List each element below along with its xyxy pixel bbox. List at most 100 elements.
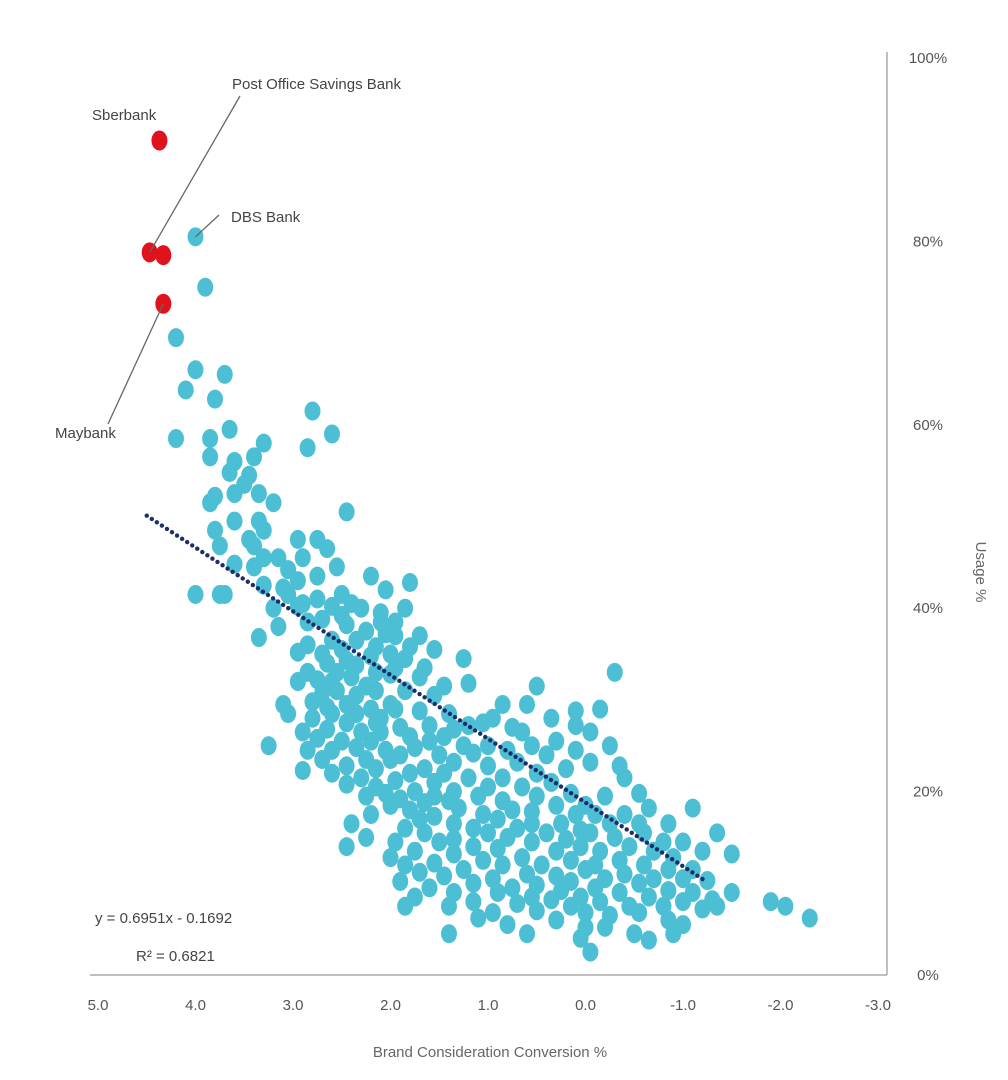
- trendline-dot: [584, 800, 589, 806]
- trendline-dot: [579, 797, 584, 802]
- trendline-dot: [260, 589, 266, 594]
- data-point: [611, 882, 628, 902]
- trendline-dot: [649, 843, 655, 849]
- data-point: [465, 892, 482, 912]
- data-point: [675, 892, 691, 912]
- data-point: [470, 908, 487, 928]
- trendline-dot: [629, 830, 634, 835]
- data-point: [480, 756, 496, 776]
- trendline-dot: [664, 853, 670, 859]
- data-point: [387, 771, 404, 791]
- data-point: [372, 612, 389, 632]
- trendline-dot: [417, 691, 422, 697]
- data-point: [553, 814, 570, 834]
- trendline-dot: [452, 714, 458, 720]
- trendline-dot: [397, 678, 402, 684]
- trendline-dot: [478, 731, 483, 736]
- data-point: [801, 908, 818, 928]
- highlight-point: [151, 130, 168, 151]
- data-point: [353, 598, 370, 618]
- data-point: [397, 818, 414, 838]
- trendline-dot: [680, 863, 685, 869]
- trendline-dot: [316, 625, 321, 631]
- data-point: [723, 882, 740, 902]
- data-point: [567, 701, 584, 721]
- data-point: [475, 805, 492, 825]
- data-point: [665, 924, 682, 944]
- trendline-dot: [311, 622, 316, 627]
- trendline-dot: [341, 642, 346, 647]
- trendline-dot: [296, 612, 301, 617]
- data-point: [684, 798, 701, 818]
- trendline-dot: [255, 586, 261, 591]
- axes: 5.0 4.0 3.0 2.0 1.0 0.0 -1.0 -2.0 -3.0 0% 20% 40% 60…: [88, 50, 948, 1014]
- trendline-dot: [503, 748, 508, 753]
- trendline-dot: [190, 543, 195, 548]
- data-point: [694, 841, 711, 861]
- trendline-dot: [493, 741, 498, 746]
- data-point: [324, 424, 340, 444]
- y-tick-label: 100%: [909, 50, 947, 67]
- trendline: [144, 513, 705, 882]
- data-point: [392, 871, 409, 891]
- data-point: [694, 899, 711, 919]
- trendline-dot: [245, 579, 250, 584]
- trendline-dot: [558, 784, 564, 789]
- data-point: [426, 806, 443, 826]
- trendline-dot: [614, 820, 619, 826]
- data-point: [631, 903, 648, 923]
- trendline-dot: [200, 549, 205, 555]
- x-tick-label: 3.0: [283, 997, 304, 1014]
- trendline-dot: [553, 781, 559, 786]
- trendline-dot: [644, 840, 650, 845]
- annotation-label: Post Office Savings Bank: [232, 76, 401, 93]
- data-point: [406, 738, 423, 758]
- data-point: [421, 716, 438, 736]
- data-point: [177, 380, 194, 400]
- trendline-dot: [205, 553, 210, 558]
- data-point: [709, 823, 726, 843]
- data-point: [168, 328, 184, 348]
- data-point: [426, 772, 443, 792]
- data-point: [660, 881, 677, 901]
- data-point: [480, 736, 496, 756]
- highlight-point: [155, 245, 172, 266]
- data-point: [519, 694, 535, 714]
- data-point: [616, 864, 633, 884]
- data-point: [324, 704, 340, 724]
- data-point: [280, 584, 297, 604]
- x-tick-label: 5.0: [88, 997, 109, 1014]
- data-point: [265, 493, 282, 513]
- data-point: [207, 389, 223, 409]
- data-point: [367, 759, 384, 779]
- data-point: [597, 786, 613, 806]
- data-point: [636, 855, 652, 875]
- data-point: [221, 462, 238, 482]
- data-point: [445, 829, 462, 849]
- data-point: [523, 814, 540, 834]
- data-point: [226, 554, 243, 574]
- trendline-dot: [346, 645, 352, 651]
- data-point: [299, 438, 316, 458]
- trendline-dot: [270, 596, 276, 601]
- trendline-dot: [634, 833, 640, 839]
- trendline-dot: [149, 516, 155, 522]
- trendline-dot: [624, 827, 629, 832]
- data-point: [465, 873, 482, 893]
- data-point: [528, 676, 545, 696]
- data-point: [397, 598, 414, 618]
- trendline-dot: [215, 559, 220, 565]
- trendline-dot: [442, 708, 448, 713]
- data-point: [260, 736, 277, 756]
- data-point: [246, 536, 262, 556]
- data-point: [397, 855, 414, 875]
- annotations: Sberbank Post Office Savings Bank DBS Bank…: [55, 76, 401, 442]
- trendline-dot: [467, 724, 473, 730]
- data-point: [270, 617, 287, 637]
- trendline-dot: [568, 790, 574, 796]
- data-point: [426, 639, 443, 659]
- data-point: [675, 832, 691, 852]
- data-point: [406, 841, 423, 861]
- data-point: [411, 862, 428, 882]
- trendline-dot: [700, 876, 705, 882]
